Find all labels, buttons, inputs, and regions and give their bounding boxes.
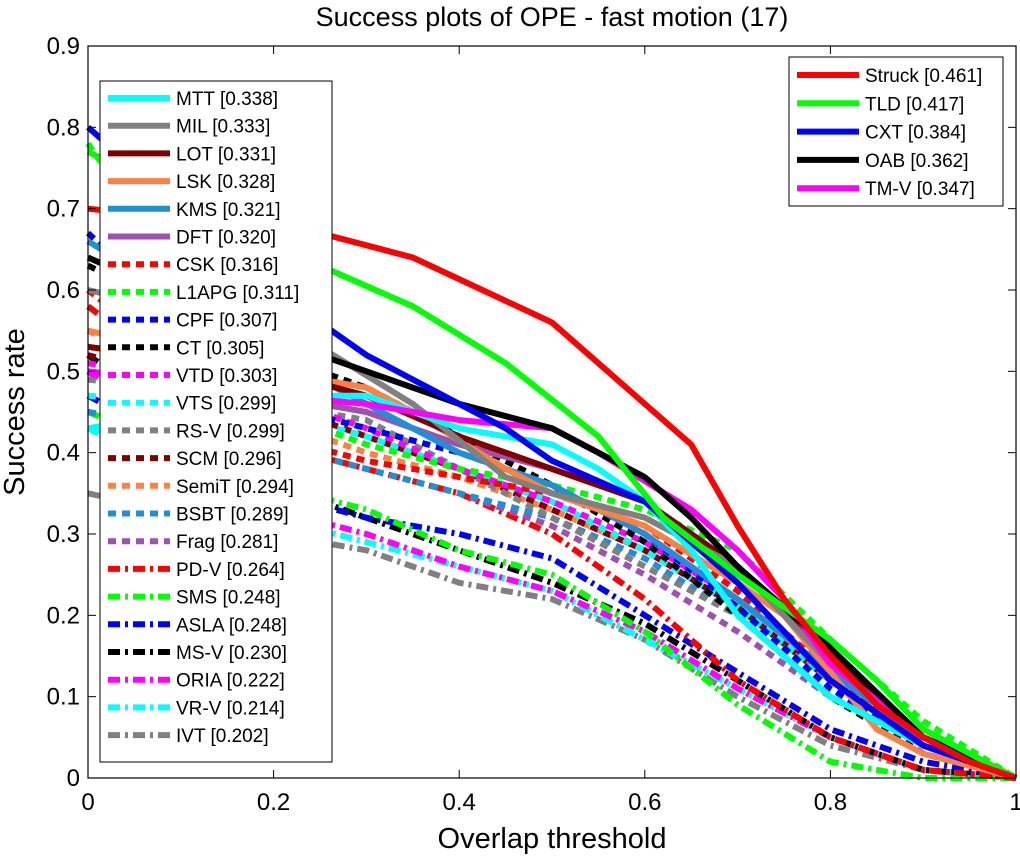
y-tick-label: 0.7	[47, 196, 80, 223]
legend-left: MTT [0.338] MIL [0.333] LOT [0.331] LSK [0.…	[99, 80, 333, 763]
legend-label-mtt: MTT [0.338]	[176, 89, 278, 110]
legend-label-pd-v: PD-V [0.264]	[176, 560, 285, 581]
legend-label-cpf: CPF [0.307]	[176, 311, 277, 332]
legend-label-scm: SCM [0.296]	[176, 449, 282, 470]
y-tick-label: 0.2	[47, 602, 80, 629]
plot-frame	[87, 45, 1017, 779]
legend-label-vts: VTS [0.299]	[176, 394, 276, 415]
x-tick-label: 0.8	[814, 789, 847, 816]
y-tick-label: 0.5	[47, 358, 80, 385]
legend-label-cxt: CXT [0.384]	[865, 123, 966, 144]
series-line-sms	[86, 409, 1016, 781]
y-tick-label: 0	[67, 765, 80, 792]
legend-label-csk: CSK [0.316]	[176, 255, 278, 276]
legend-label-lot: LOT [0.331]	[176, 144, 276, 165]
tick-layer: 0 0.2 0.4 0.6 0.8 1 0 0.1 0.2 0.3 0.4 0.5 0.6 0.7 0.8 0…	[47, 33, 1020, 816]
legend-label-mil: MIL [0.333]	[176, 117, 270, 138]
legend-label-tm-v: TM-V [0.347]	[865, 179, 975, 200]
series-line-l1apg	[85, 141, 1018, 781]
y-tick-label: 0.3	[47, 521, 80, 548]
series-line-ivt	[87, 490, 1017, 781]
y-axis-label: Success rate	[0, 328, 31, 496]
series-line-cxt	[86, 125, 1017, 781]
series-line-lsk	[87, 327, 1017, 781]
series-line-oab	[86, 254, 1018, 781]
legend-label-vtd: VTD [0.303]	[176, 366, 277, 387]
legend-label-vr-v: VR-V [0.214]	[176, 698, 285, 719]
x-axis-label: Overlap threshold	[438, 823, 667, 855]
legend-label-oab: OAB [0.362]	[865, 151, 969, 172]
y-tick-label: 0.6	[47, 277, 80, 304]
legend-label-rs-v: RS-V [0.299]	[176, 421, 285, 442]
legend-top-right: Struck [0.461] TLD [0.417] CXT [0.384] OAB …	[788, 56, 1004, 207]
series-line-mtt	[87, 392, 1017, 781]
legend-label-oria: ORIA [0.222]	[176, 671, 285, 692]
legend-label-kms: KMS [0.321]	[176, 200, 281, 221]
legend-label-l1apg: L1APG [0.311]	[176, 283, 299, 304]
legend-label-struck: Struck [0.461]	[865, 66, 982, 87]
y-tick-label: 0.4	[47, 440, 80, 467]
legend-label-tld: TLD [0.417]	[865, 94, 964, 115]
series-line-struck	[87, 205, 1017, 781]
x-tick-label: 0.4	[443, 789, 476, 816]
y-tick-label: 0.1	[47, 684, 80, 711]
y-tick-label: 0.9	[47, 33, 80, 60]
legend-label-dft: DFT [0.320]	[176, 228, 276, 249]
y-tick-label: 0.8	[47, 114, 80, 141]
x-tick-label: 1	[1009, 789, 1020, 816]
legend-label-ivt: IVT [0.202]	[176, 726, 269, 747]
chart-title: Success plots of OPE - fast motion (17)	[316, 2, 789, 32]
legend-label-semit: SemiT [0.294]	[176, 477, 294, 498]
legend-label-ct: CT [0.305]	[176, 338, 264, 359]
legend-label-ms-v: MS-V [0.230]	[176, 643, 287, 664]
legend-box	[99, 80, 333, 763]
legend-label-frag: Frag [0.281]	[176, 532, 278, 553]
legend-label-lsk: LSK [0.328]	[176, 172, 275, 193]
series-line-tld	[86, 149, 1018, 781]
legend-label-asla: ASLA [0.248]	[176, 615, 287, 636]
x-tick-label: 0	[81, 789, 94, 816]
legend-label-sms: SMS [0.248]	[176, 588, 281, 609]
legend-label-bsbt: BSBT [0.289]	[176, 505, 289, 526]
x-tick-label: 0.6	[628, 789, 661, 816]
x-tick-label: 0.2	[257, 789, 290, 816]
